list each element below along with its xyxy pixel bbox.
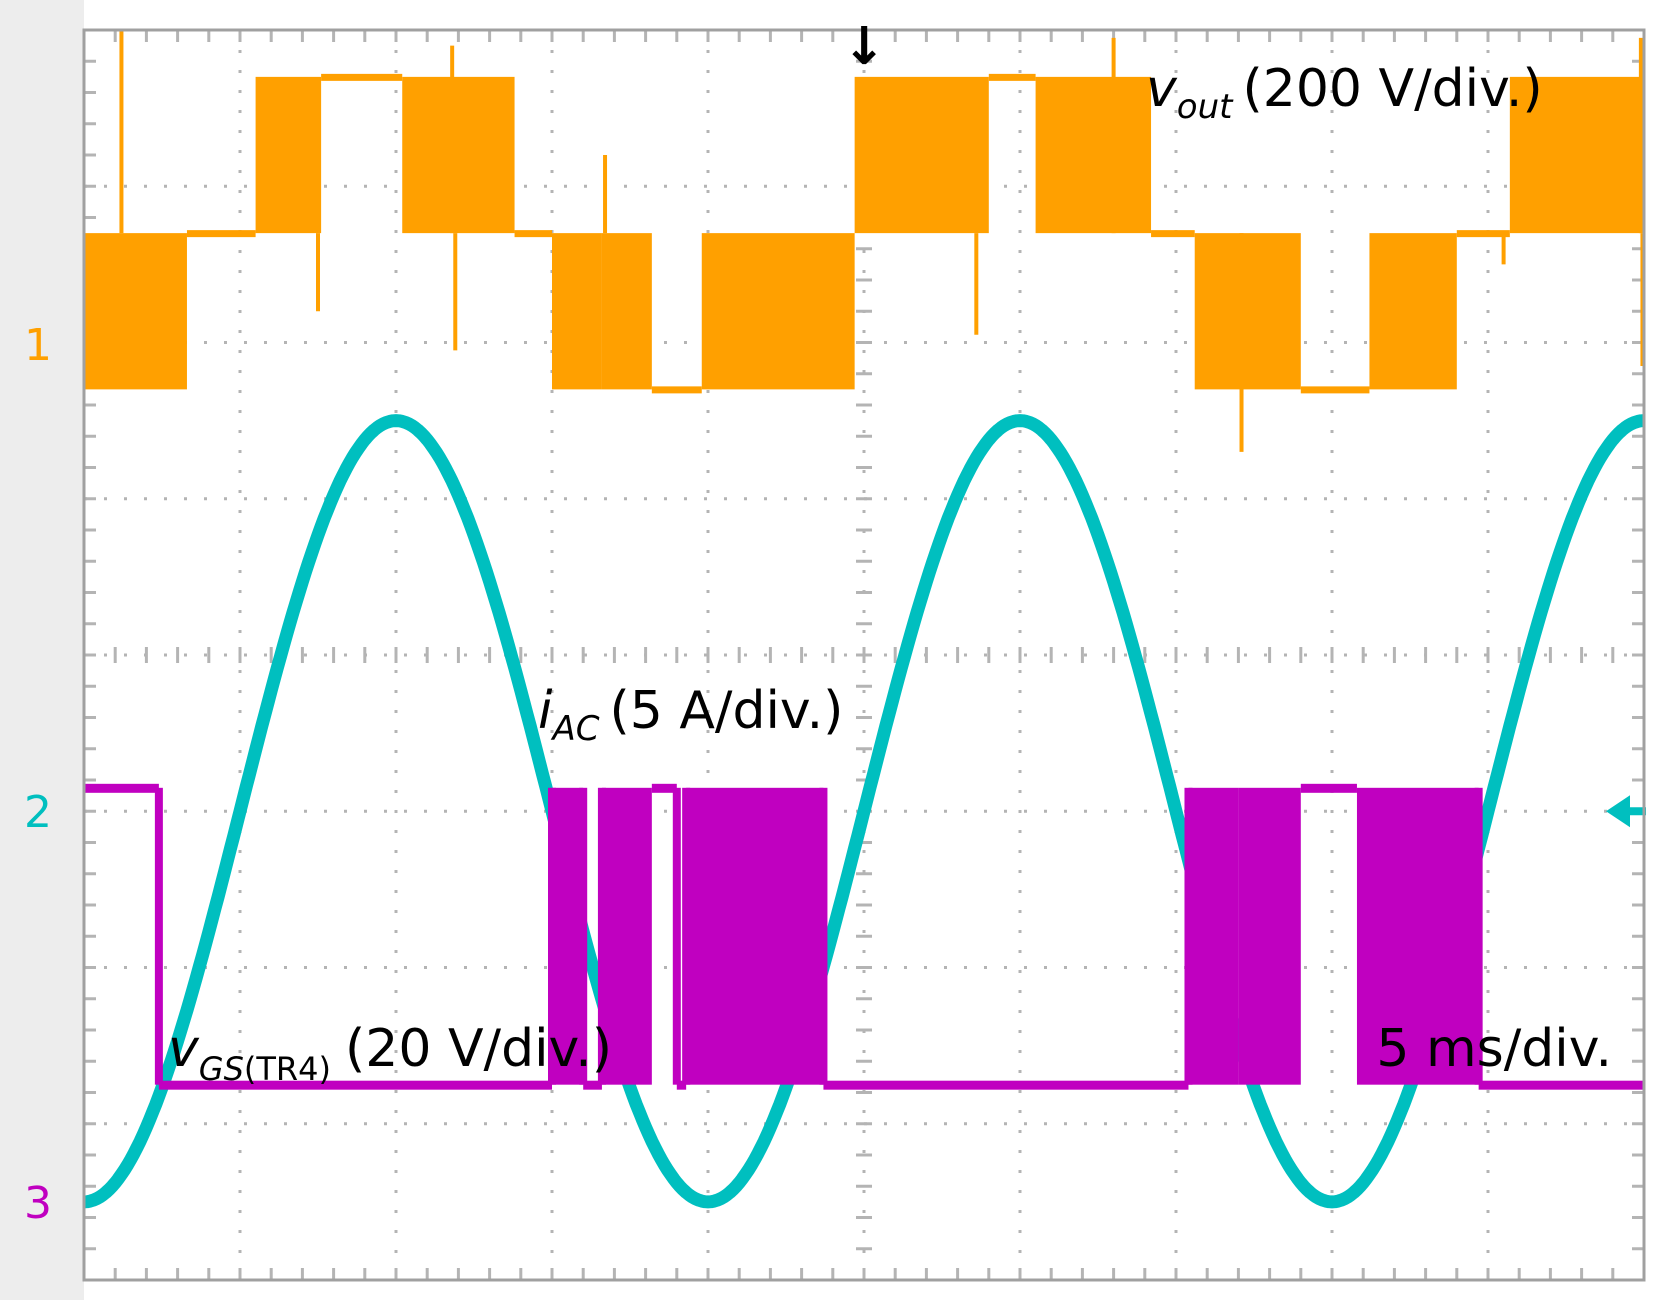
vgs-edge [1184,787,1193,1085]
vout-pwm-block [1035,76,1152,234]
plot-frame [82,28,1646,1282]
vout-level-line [1456,230,1510,238]
channel-3-marker: 3 [24,1178,52,1229]
iac-sine-trace [80,414,1648,1209]
vgs-pwm-block [1188,787,1239,1085]
vout-level-line [186,230,256,238]
iac-label-scale: (5 A/div.) [609,681,843,741]
vout-pwm-block [1194,233,1301,390]
vgs-edge [672,787,681,1085]
channel-1-marker: 1 [24,320,52,371]
vgs-edge [548,787,556,1085]
vout-label: vout (200 V/div.) [1146,59,1543,127]
vgs-label-sub: GS [199,1050,244,1088]
vgs-pwm-block [1238,787,1301,1085]
vout-pwm-block [402,76,515,234]
vout-label-main: v [1146,59,1178,119]
vgs-edge [597,787,606,1085]
vgs-level-line [651,783,677,793]
traces [80,30,1648,1209]
vgs-label: vGS(TR4) (20 V/div.) [168,1019,612,1088]
vgs-level-line [1478,1080,1644,1090]
trigger-position-icon: ↓ [842,17,886,77]
vout-pwm-block [1369,233,1457,390]
vgs-level-line [823,1080,1189,1090]
vgs-level-line [1300,783,1357,793]
vout-pwm-block [1509,76,1644,234]
time-base-label: 5 ms/div. [1376,1019,1612,1079]
vout-level-line [988,73,1036,81]
vgs-level-line [158,1080,552,1090]
vgs-pwm-block [686,787,824,1085]
vout-pwm-block [84,233,187,390]
vgs-label-sub2: (TR4) [244,1050,331,1088]
vout-pwm-block [255,76,322,234]
vgs-level-line [84,783,159,793]
vout-pwm-block [552,233,602,390]
channel-2-marker: 2 [24,787,52,838]
iac-label-main: i [538,681,553,741]
vout-pwm-block [601,233,652,390]
vgs-pwm-block [601,787,652,1085]
ch2-level-arrow-stem [1628,807,1646,816]
vout-level-line [651,386,702,394]
iac-label: iAC (5 A/div.) [538,681,843,749]
vout-level-line [1300,386,1370,394]
vout-pwm-block [701,233,855,390]
vout-pwm-block [854,76,989,234]
vgs-edge [1474,787,1483,1085]
vgs-edge [154,787,163,1085]
vgs-edge [579,787,588,1085]
iac-label-sub: AC [550,709,599,749]
vout-level-line [1151,230,1195,238]
vout-label-scale: (200 V/div.) [1242,59,1542,119]
left-gutter [0,0,84,1300]
vgs-level-line [583,1080,602,1090]
channel-markers: 1 2 3 [24,320,52,1229]
vgs-label-scale: (20 V/div.) [345,1019,612,1079]
vout-label-sub: out [1177,87,1234,127]
vgs-level-line [676,1080,687,1090]
vgs-edge [682,787,691,1085]
ch2-level-arrow-icon [1606,795,1630,828]
vgs-edge [819,787,828,1085]
vout-level-line [514,230,552,238]
vgs-pwm-block [1356,787,1479,1085]
vout-level-line [321,73,403,81]
vgs-label-main: v [168,1019,200,1079]
vgs-pwm-block [552,787,584,1085]
